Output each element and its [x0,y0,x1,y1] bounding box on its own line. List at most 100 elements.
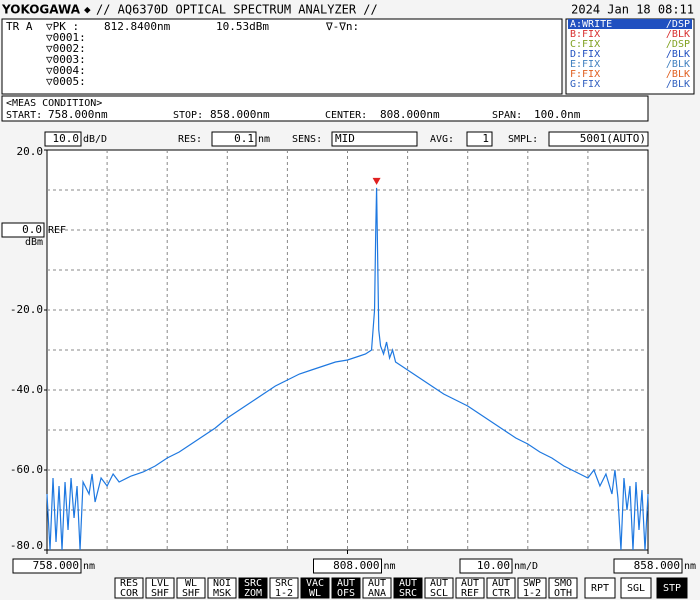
x-unit: nm [384,561,396,572]
soft-key-label: AUT [430,578,448,589]
meas-condition-panel [1,95,649,122]
trace-name: E:FIX [570,59,600,70]
instrument-title: // AQ6370D OPTICAL SPECTRUM ANALYZER // [96,3,378,17]
trace-status: /BLK [666,59,690,70]
res-label: RES: [178,134,202,145]
smpl-value: 5001(AUTO) [580,132,646,145]
soft-key[interactable] [362,577,392,599]
soft-key-label: SRC [275,578,293,589]
soft-key-label: STP [663,583,681,594]
x-unit: nm [83,561,95,572]
soft-key-label: MSK [213,588,231,599]
soft-key[interactable] [656,577,688,599]
soft-key[interactable] [269,577,299,599]
x-tick-box [313,558,382,574]
soft-key-label: SHF [182,588,200,599]
trace-list [565,18,695,95]
trace-status: /BLK [666,79,690,90]
peak-label: ▽PK : [46,20,79,33]
soft-key-label: ANA [368,588,386,599]
ref-box [1,222,45,238]
soft-key-label: SRC [399,588,417,599]
soft-key[interactable] [424,577,454,599]
ydiv-box [44,131,82,147]
avg-value: 1 [482,132,489,145]
soft-key[interactable] [238,577,268,599]
avg-label: AVG: [430,134,454,145]
ydiv-value: 10.0 [53,132,80,145]
x-unit: nm [684,561,696,572]
soft-key[interactable] [517,577,547,599]
soft-key-label: AUT [461,578,479,589]
soft-key-label: AUT [492,578,510,589]
marker-slot: ▽0005: [46,75,86,88]
soft-key-label: RES [120,578,138,589]
start-value: 758.000nm [48,108,108,121]
soft-key-label: WL [309,588,321,599]
soft-key[interactable] [300,577,330,599]
meas-title: <MEAS CONDITION> [6,98,102,109]
avg-box [466,131,493,147]
soft-key-label: AUT [399,578,417,589]
x-tick-box [12,558,82,574]
span-label: SPAN: [492,110,522,121]
soft-key-label: SRC [244,578,262,589]
spectrum-trace [46,187,649,551]
x-tick-box [613,558,683,574]
y-tick-label: 20.0 [17,145,44,158]
res-value: 0.1 [234,132,254,145]
trace-status: /DSP [666,19,690,30]
soft-key-label: RPT [591,583,609,594]
soft-key-label: VAC [306,578,324,589]
soft-key[interactable] [145,577,175,599]
trace-status: /DSP [666,39,690,50]
trace-name: A:WRITE [570,19,612,30]
soft-key-label: COR [120,588,139,599]
peak-wavelength: 812.8400nm [104,20,171,33]
soft-key-label: OFS [337,588,355,599]
sens-label: SENS: [292,134,322,145]
soft-key[interactable] [455,577,485,599]
stop-value: 858.000nm [210,108,270,121]
peak-marker [372,177,381,185]
sens-box [331,131,418,147]
soft-key[interactable] [486,577,516,599]
soft-key[interactable] [331,577,361,599]
soft-key-label: REF [461,588,479,599]
soft-key-label: SWP [523,578,541,589]
y-tick-label: -80.0 [10,539,43,552]
smpl-box [548,131,649,147]
xdiv-value: 10.00 [477,559,510,572]
y-tick-label: -60.0 [10,463,43,476]
marker-slot: ▽0004: [46,64,86,77]
soft-key[interactable] [114,577,144,599]
soft-key[interactable] [393,577,423,599]
soft-key[interactable] [548,577,578,599]
ydiv-unit: dB/D [83,134,107,145]
delta-label: ∇-∇n: [325,20,359,33]
center-value: 808.000nm [380,108,440,121]
brand-diamond: ◆ [84,3,91,16]
soft-key[interactable] [584,577,616,599]
marker-panel [1,18,563,95]
xdiv-box [459,558,513,574]
x-tick-label: 758.000 [33,559,79,572]
smpl-label: SMPL: [508,134,538,145]
soft-key[interactable] [207,577,237,599]
trace-name: G:FIX [570,79,600,90]
soft-key[interactable] [176,577,206,599]
trace-name: B:FIX [570,29,600,40]
soft-key-label: 1-2 [275,588,293,599]
datetime: 2024 Jan 18 08:11 [571,3,694,17]
peak-level: 10.53dBm [216,20,269,33]
trace-status: /BLK [666,29,690,40]
soft-key-label: OTH [554,588,572,599]
res-unit: nm [258,134,270,145]
soft-key[interactable] [620,577,652,599]
soft-key-label: ZOM [244,588,262,599]
soft-key-label: SHF [151,588,169,599]
y-unit: dBm [25,237,43,248]
span-value: 100.0nm [534,108,581,121]
y-tick-label: -20.0 [10,303,43,316]
